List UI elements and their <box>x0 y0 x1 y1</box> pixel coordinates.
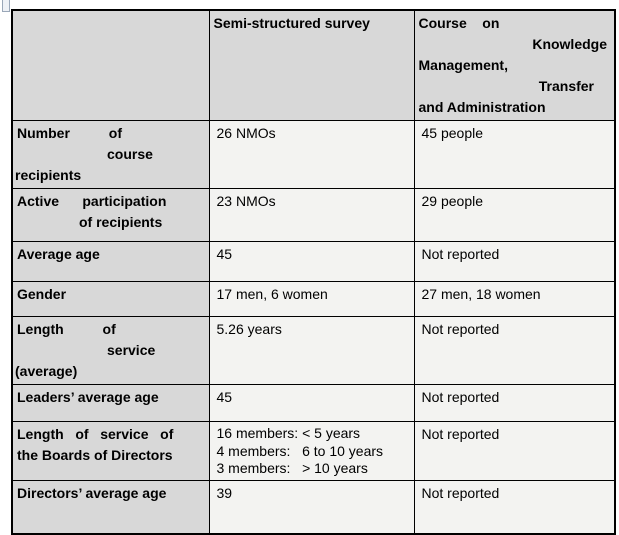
survey-value-cell: 16 members: < 5 years 4 members: 6 to 10… <box>208 421 415 481</box>
header-empty-cell <box>11 9 210 121</box>
value-line: 23 NMOs <box>216 193 276 209</box>
label-line: Leaders’ average age <box>17 389 159 405</box>
value-line: 29 people <box>421 193 484 209</box>
survey-value-cell: 45 <box>208 241 415 282</box>
value-line: Not reported <box>421 484 500 501</box>
row-label-cell: Average age <box>11 241 210 282</box>
label-line: Directors’ average age <box>17 484 167 501</box>
value-line: Not reported <box>421 426 500 442</box>
header-line: Knowledge <box>532 36 607 52</box>
row-label-cell: Length of service (average) <box>11 316 210 385</box>
value-line: 27 men, 18 women <box>421 286 541 302</box>
label-line: the Boards of Directors <box>17 447 173 463</box>
label-line: Length of <box>17 321 116 337</box>
row-label-cell: Active participation of recipients <box>11 188 210 242</box>
table-row-active-participation: Active participation of recipients 23 NM… <box>11 188 616 242</box>
label-line: service <box>107 342 156 358</box>
course-value-cell: Not reported <box>413 479 616 535</box>
label-line: course <box>107 146 153 162</box>
table-row-directors-average-age: Directors’ average age 39 Not reported <box>11 479 616 535</box>
label-line: Average age <box>17 246 100 262</box>
survey-value-cell: 23 NMOs <box>208 188 415 242</box>
value-line: Not reported <box>421 389 500 405</box>
course-value-cell: 27 men, 18 women <box>413 281 616 317</box>
value-line: 16 members: < 5 years <box>216 425 361 441</box>
label-line: Number of <box>17 125 123 141</box>
row-label-cell: Number of course recipients <box>11 120 210 189</box>
label-line: Gender <box>17 286 67 302</box>
value-line: 5.26 years <box>216 321 282 337</box>
cursor-artifact <box>2 0 10 12</box>
value-line: 39 <box>216 484 233 501</box>
value-line: 45 people <box>421 125 484 141</box>
row-label-cell: Gender <box>11 281 210 317</box>
header-line: and Administration <box>418 99 546 115</box>
survey-value-cell: 17 men, 6 women <box>208 281 415 317</box>
survey-value-cell: 45 <box>208 384 415 422</box>
table-row-number-of-course-recipients: Number of course recipients 26 NMOs 45 p… <box>11 120 616 189</box>
survey-value-cell: 39 <box>208 479 415 535</box>
label-line: Length of service of <box>17 426 174 442</box>
header-line: Management, <box>418 57 508 73</box>
table-header-row: Semi-structured survey Course on Knowled… <box>11 9 616 121</box>
label-line: of recipients <box>79 214 163 230</box>
course-value-cell: Not reported <box>413 316 616 385</box>
survey-value-cell: 5.26 years <box>208 316 415 385</box>
table-row-leaders-average-age: Leaders’ average age 45 Not reported <box>11 384 616 422</box>
course-value-cell: Not reported <box>413 421 616 481</box>
value-line: Not reported <box>421 246 500 262</box>
course-value-cell: 29 people <box>413 188 616 242</box>
header-line: Course on <box>418 15 500 31</box>
value-line: 4 members: 6 to 10 years <box>216 442 384 459</box>
comparison-table: Semi-structured survey Course on Knowled… <box>11 9 616 535</box>
label-line: recipients <box>15 167 82 183</box>
row-label-cell: Length of service of the Boards of Direc… <box>11 421 210 481</box>
row-label-cell: Directors’ average age <box>11 479 210 535</box>
table-row-length-of-service-boards: Length of service of the Boards of Direc… <box>11 421 616 481</box>
table-row-gender: Gender 17 men, 6 women 27 men, 18 women <box>11 281 616 317</box>
course-value-cell: Not reported <box>413 384 616 422</box>
course-value-cell: Not reported <box>413 241 616 282</box>
row-label-cell: Leaders’ average age <box>11 384 210 422</box>
header-line: Transfer <box>538 78 594 94</box>
header-label: Semi-structured survey <box>213 15 370 31</box>
value-line: 26 NMOs <box>216 125 276 141</box>
survey-value-cell: 26 NMOs <box>208 120 415 189</box>
table-row-average-age: Average age 45 Not reported <box>11 241 616 282</box>
header-course-cell: Course on Knowledge Management, Transfer… <box>413 9 616 121</box>
value-line: Not reported <box>421 321 500 337</box>
course-value-cell: 45 people <box>413 120 616 189</box>
header-survey-cell: Semi-structured survey <box>208 9 415 121</box>
value-line: 45 <box>216 389 233 405</box>
label-line: (average) <box>15 363 78 379</box>
value-line: 45 <box>216 246 233 262</box>
value-line: 17 men, 6 women <box>216 286 328 302</box>
table-row-length-of-service: Length of service (average) 5.26 years N… <box>11 316 616 385</box>
value-line: 3 members: > 10 years <box>216 460 368 476</box>
label-line: Active participation <box>17 193 167 209</box>
